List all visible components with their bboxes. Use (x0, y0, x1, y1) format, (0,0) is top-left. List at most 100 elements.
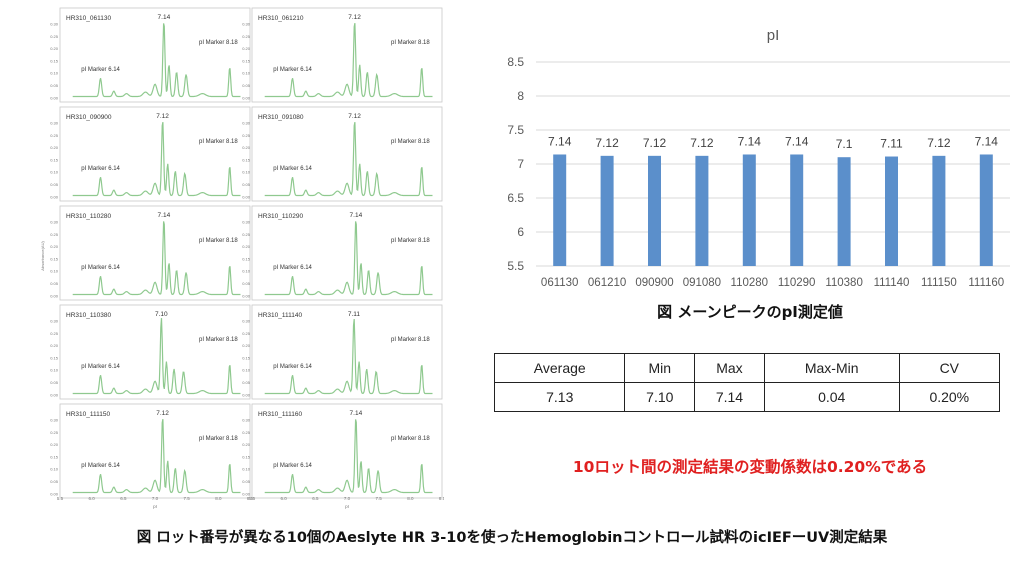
x-tick-label: 111160 (968, 277, 1004, 289)
panel-y-tick: 0.10 (50, 269, 59, 274)
main-peak-label: 7.14 (350, 410, 363, 417)
panel-title: HR310_110380 (66, 312, 111, 319)
y-tick-label: 8.5 (507, 55, 524, 69)
electropherogram-panel: 0.30 0.25 0.20 0.15 0.10 0.05 0.00 HR310_091080… (242, 106, 443, 202)
panel-y-tick: 0.00 (50, 392, 59, 397)
x-tick-label: 061210 (588, 277, 626, 289)
marker-high-label: pI Marker 8.18 (391, 337, 430, 343)
marker-high-label: pI Marker 8.18 (199, 436, 238, 442)
chart-title: pI (767, 27, 780, 44)
stats-header-row: Average Min Max Max-Min CV (493, 353, 1001, 383)
trace-line (264, 22, 433, 98)
marker-low-label: pI Marker 6.14 (81, 166, 120, 172)
panel-y-tick: 0.10 (242, 170, 251, 175)
panel-x-tick: 8.0 (215, 496, 222, 501)
panel-y-tick: 0.10 (242, 368, 251, 373)
trace-line (72, 121, 241, 197)
panel-y-tick: 0.25 (50, 34, 59, 39)
panel-frame (59, 304, 251, 400)
main-peak-label: 7.11 (348, 311, 361, 318)
panel-y-tick: 0.00 (242, 95, 251, 100)
bar (648, 155, 661, 266)
panel-frame (251, 304, 443, 400)
panel-x-tick: 8.5 (247, 496, 254, 501)
marker-high-label: pI Marker 8.18 (391, 40, 430, 46)
panel-x-tick: 8.0 (407, 496, 414, 501)
trace-line (72, 318, 241, 395)
panel-x-tick: 8.5 (439, 496, 444, 501)
panel-y-tick: 0.05 (242, 380, 251, 385)
main-peak-label: 7.14 (158, 212, 171, 219)
panel-y-tick: 0.00 (50, 95, 59, 100)
panel-y-tick: 0.00 (242, 293, 251, 298)
electropherogram-panel: 0.30 0.25 0.20 0.15 0.10 0.05 0.00 HR310_061130… (50, 7, 251, 103)
panel-y-tick: 0.05 (50, 380, 59, 385)
main-peak-label: 7.12 (156, 113, 169, 120)
electropherogram-panel: 0.30 0.25 0.20 0.15 0.10 0.05 0.00 HR310_111160… (242, 403, 443, 499)
x-axis-label: pI (345, 504, 349, 509)
panel-x-tick: 7.0 (344, 496, 351, 501)
x-tick-label: 061130 (541, 277, 579, 289)
data-label: 7.14 (738, 134, 762, 148)
panel-y-tick: 0.30 (242, 121, 251, 126)
value-cv: 0.20% (898, 382, 1001, 412)
panel-frame (251, 403, 443, 499)
panel-y-tick: 0.05 (242, 479, 251, 484)
panel-frame (251, 7, 443, 103)
trace-line (264, 318, 433, 395)
main-peak-label: 7.10 (155, 311, 168, 318)
panel-y-tick: 0.20 (242, 343, 251, 348)
panel-y-tick: 0.05 (50, 479, 59, 484)
y-tick-label: 5.5 (507, 259, 524, 273)
x-tick-label: 110380 (825, 277, 863, 289)
marker-low-label: pI Marker 6.14 (81, 265, 120, 271)
x-tick-label: 091080 (683, 277, 721, 289)
value-min: 7.10 (624, 382, 696, 412)
y-tick-label: 7.5 (507, 123, 524, 137)
panel-y-tick: 0.05 (242, 182, 251, 187)
trace-line (72, 221, 241, 296)
panel-y-tick: 0.15 (242, 256, 251, 261)
panel-y-tick: 0.10 (50, 368, 59, 373)
panel-y-tick: 0.10 (50, 170, 59, 175)
panel-y-tick: 0.20 (242, 46, 251, 51)
marker-low-label: pI Marker 6.14 (273, 463, 312, 469)
figure-caption: 図 ロット番号が異なる10個のAeslyte HR 3-10を使ったHemogl… (136, 530, 888, 546)
marker-high-label: pI Marker 8.18 (199, 238, 238, 244)
main-peak-label: 7.12 (348, 14, 361, 21)
marker-low-label: pI Marker 6.14 (273, 265, 312, 271)
value-max: 7.14 (694, 382, 765, 412)
bar (695, 155, 709, 266)
panel-frame (59, 106, 251, 202)
data-label: 7.14 (785, 134, 809, 148)
panel-y-tick: 0.00 (242, 194, 251, 199)
header-cv: CV (898, 353, 1001, 383)
main-peak-label: 7.12 (348, 113, 361, 120)
y-axis-label: Absorbance(AU) (40, 241, 45, 271)
panel-y-tick: 0.25 (50, 232, 59, 237)
marker-high-label: pI Marker 8.18 (391, 139, 430, 145)
panel-y-tick: 0.30 (50, 121, 59, 126)
stats-value-row: 7.13 7.10 7.14 0.04 0.20% (493, 382, 1001, 412)
panel-y-tick: 0.00 (50, 491, 59, 496)
y-tick-label: 7 (517, 157, 524, 171)
marker-high-label: pI Marker 8.18 (391, 238, 430, 244)
panel-y-tick: 0.25 (50, 133, 59, 138)
marker-low-label: pI Marker 6.14 (81, 67, 120, 73)
header-max: Max (694, 353, 765, 383)
panel-title: HR310_061210 (258, 15, 304, 22)
panel-y-tick: 0.30 (242, 220, 251, 225)
panel-y-tick: 0.30 (50, 220, 59, 225)
panel-y-tick: 0.05 (242, 83, 251, 88)
data-label: 7.12 (927, 136, 951, 150)
panel-title: HR310_090900 (66, 114, 112, 121)
panel-y-tick: 0.20 (50, 46, 59, 51)
bar (790, 154, 804, 266)
panel-y-tick: 0.15 (242, 355, 251, 360)
main-peak-label: 7.14 (158, 14, 171, 21)
pi-bar-chart: pI 8.5 8 7.5 7 6.5 6 5.5 7.14 061130 7.12 061210 7.1… (488, 20, 1016, 302)
data-label: 7.12 (595, 136, 619, 150)
bar (885, 156, 898, 266)
panel-y-tick: 0.25 (242, 232, 251, 237)
main-peak-label: 7.14 (350, 212, 363, 219)
